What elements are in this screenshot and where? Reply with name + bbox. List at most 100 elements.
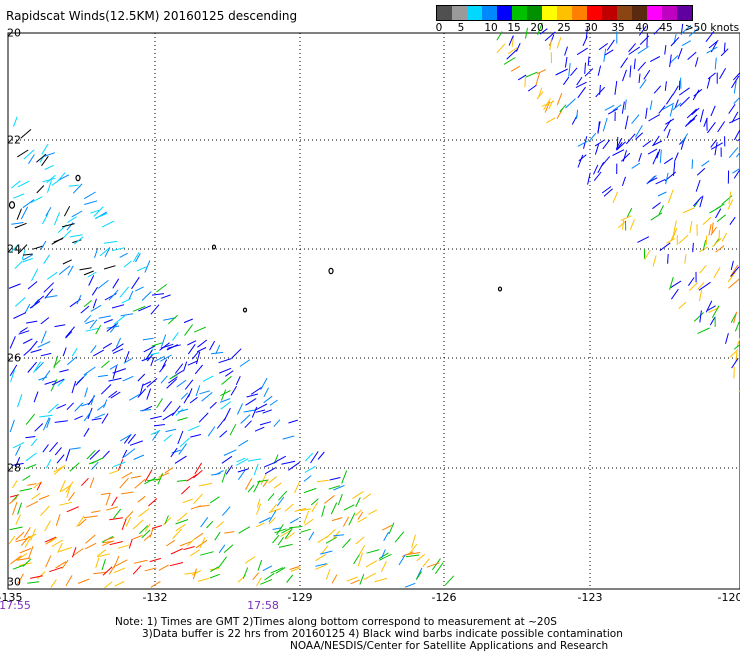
- wind-barb: [30, 576, 43, 579]
- wind-barb: [660, 150, 661, 163]
- note-line-2: 3)Data buffer is 22 hrs from 20160125 4)…: [142, 628, 623, 640]
- wind-barb: [288, 420, 297, 423]
- wind-barb: [63, 260, 72, 264]
- wind-barb: [85, 388, 88, 398]
- wind-barb: [112, 305, 124, 308]
- wind-barb: [274, 420, 280, 427]
- wind-barb: [57, 455, 64, 464]
- wind-barb: [318, 537, 327, 543]
- wind-barb: [31, 197, 42, 203]
- wind-barb: [199, 413, 208, 422]
- wind-barb: [162, 335, 166, 347]
- wind-barb: [66, 575, 72, 586]
- wind-barb: [679, 88, 689, 95]
- wind-barb: [309, 532, 314, 540]
- wind-barb: [13, 194, 24, 198]
- wind-barb: [237, 404, 242, 415]
- island-outline: [213, 245, 216, 249]
- x-tick-label: -126: [432, 591, 457, 604]
- wind-barb: [595, 140, 604, 146]
- wind-barb: [63, 348, 66, 357]
- land-outlines: [10, 175, 502, 312]
- wind-barb: [134, 455, 144, 460]
- wind-barb: [21, 129, 31, 138]
- wind-barb: [368, 510, 377, 514]
- wind-barb: [130, 441, 143, 445]
- wind-barb: [84, 412, 91, 422]
- wind-barb: [264, 462, 276, 467]
- wind-barb: [324, 495, 334, 503]
- wind-barb: [221, 402, 231, 410]
- wind-barb: [199, 391, 210, 394]
- wind-barb: [26, 465, 37, 469]
- wind-barb: [121, 314, 133, 316]
- wind-barb: [163, 401, 171, 411]
- wind-barb: [185, 325, 193, 336]
- wind-barb: [68, 217, 77, 223]
- wind-barb: [97, 404, 106, 411]
- wind-barb: [46, 296, 57, 298]
- wind-barb: [187, 474, 198, 481]
- wind-barb: [51, 580, 57, 588]
- wind-barb: [44, 283, 54, 293]
- wind-barb: [104, 241, 117, 243]
- wind-barb: [31, 349, 42, 352]
- island-outline: [329, 268, 333, 273]
- wind-barb: [647, 34, 648, 47]
- wind-barb: [366, 561, 377, 567]
- wind-barb: [59, 370, 68, 372]
- wind-barb: [632, 163, 640, 168]
- wind-barb: [304, 511, 309, 524]
- wind-barb: [15, 261, 22, 268]
- wind-barb: [11, 223, 23, 225]
- wind-barb: [134, 560, 148, 563]
- wind-barb: [27, 582, 39, 583]
- wind-barb: [222, 376, 232, 384]
- wind-barb: [239, 527, 250, 534]
- wind-barb: [199, 483, 212, 486]
- wind-barb: [92, 418, 102, 420]
- wind-barb: [84, 192, 95, 199]
- wind-barb: [648, 149, 657, 154]
- wind-barb: [201, 517, 208, 527]
- legend-label: 35: [611, 22, 624, 34]
- wind-barb: [98, 375, 108, 376]
- wind-barb: [26, 321, 37, 323]
- wind-barb: [203, 376, 213, 382]
- wind-barb: [118, 459, 123, 471]
- wind-barb: [304, 488, 316, 492]
- wind-barb: [716, 209, 721, 218]
- wind-barb: [332, 518, 343, 521]
- wind-barb: [90, 478, 94, 488]
- wind-barb: [159, 565, 169, 571]
- wind-barb: [66, 482, 73, 493]
- wind-barb: [140, 410, 151, 411]
- wind-barb: [69, 492, 75, 500]
- wind-barb: [318, 452, 324, 460]
- wind-barb: [196, 385, 200, 396]
- wind-barb: [565, 99, 575, 109]
- wind-barb: [109, 470, 119, 474]
- wind-barb: [649, 115, 660, 121]
- wind-barb: [577, 110, 578, 119]
- wind-barb: [406, 555, 419, 557]
- wind-barb: [46, 459, 51, 468]
- wind-barb: [598, 121, 599, 133]
- wind-barb: [106, 493, 110, 506]
- wind-barb: [706, 301, 712, 312]
- wind-barb: [265, 573, 275, 580]
- wind-barb: [700, 265, 707, 273]
- wind-barb: [246, 399, 257, 406]
- wind-barb: [30, 301, 40, 308]
- wind-barb: [157, 284, 167, 292]
- legend-swatch: [602, 6, 617, 20]
- wind-barb: [288, 462, 299, 470]
- wind-barb: [59, 502, 72, 505]
- wind-barb: [728, 279, 739, 288]
- wind-barb: [66, 327, 75, 338]
- wind-barb: [44, 255, 50, 264]
- wind-barb: [72, 211, 82, 217]
- wind-barb: [23, 200, 34, 208]
- wind-barb: [102, 559, 106, 570]
